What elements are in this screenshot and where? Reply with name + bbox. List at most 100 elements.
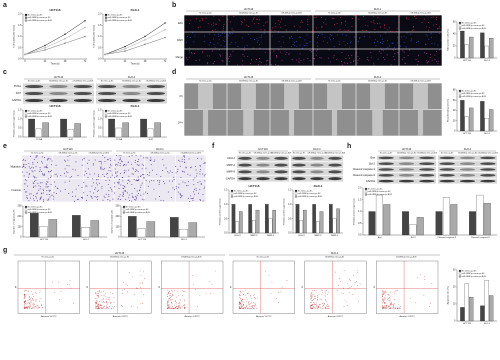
event-dot — [99, 292, 101, 294]
event-dot — [39, 291, 41, 293]
cell-dot — [135, 196, 137, 198]
cell-dot — [199, 165, 201, 167]
legend-label: miR-6838-5p mimic+pc-BLM — [28, 116, 52, 118]
event-dot — [385, 307, 386, 309]
event-dot — [251, 307, 253, 308]
blot-band — [419, 162, 435, 165]
cell-dot — [132, 168, 134, 170]
event-dot — [335, 271, 337, 273]
cell-dot — [431, 59, 433, 61]
event-dot — [313, 293, 314, 295]
legend-swatch — [230, 195, 234, 198]
blot-strip — [377, 172, 436, 178]
cell-dot — [329, 33, 331, 35]
point — [44, 47, 46, 49]
micrograph — [83, 155, 114, 179]
cell-dot — [202, 200, 204, 202]
cell-dot — [227, 18, 229, 20]
cell-dot — [118, 155, 120, 157]
cell-dot — [137, 171, 139, 173]
cell-dot — [47, 167, 49, 169]
blot-band — [73, 98, 92, 103]
event-dot — [23, 298, 25, 300]
cell-dot — [427, 21, 429, 23]
cell-dot — [307, 15, 309, 17]
cell-dot — [200, 158, 202, 160]
event-dot — [384, 302, 386, 303]
cell-dot — [162, 169, 164, 171]
blot-band — [310, 163, 324, 167]
cell-dot — [158, 183, 160, 185]
event-dot — [382, 294, 384, 295]
cell-dot — [263, 32, 265, 34]
event-dot — [350, 280, 351, 281]
cell-dot — [199, 173, 201, 175]
y-axis-label: Relative protein expression — [353, 198, 356, 225]
cell-dot — [314, 17, 316, 18]
event-dot — [314, 297, 316, 299]
event-dot — [239, 302, 240, 304]
cell-dot — [139, 186, 141, 188]
cell-dot — [164, 183, 166, 185]
cell-dot — [93, 182, 95, 184]
cell-dot — [406, 18, 408, 20]
cell-dot — [269, 29, 271, 31]
cell-dot — [276, 55, 278, 57]
cell-dot — [65, 160, 67, 162]
blot-strip — [377, 167, 436, 172]
cell-dot — [202, 173, 204, 175]
cell-dot — [110, 170, 112, 172]
event-dot — [320, 299, 322, 300]
condition-header: miR-6838-5p mimic+pc-NC — [49, 80, 69, 82]
cell-dot — [86, 194, 88, 196]
event-dot — [245, 301, 247, 303]
cell-dot — [359, 36, 361, 38]
condition-header: miR-6838-5p mimic+pc-NC — [368, 12, 388, 14]
cell-dot — [192, 179, 194, 181]
y-axis-label: Relative protein expression — [219, 198, 222, 225]
event-dot — [171, 296, 172, 297]
cell-dot — [110, 159, 112, 161]
legend-label: miR-6838-5p mimic+pc-NC — [234, 193, 257, 195]
cell-dot — [397, 21, 399, 23]
cell-dot — [212, 63, 214, 64]
event-dot — [339, 278, 340, 279]
cell-dot — [196, 18, 198, 20]
cell-dot — [203, 163, 205, 165]
cell-dot — [114, 192, 116, 194]
legend-label: NC mimic+pc-NC — [108, 110, 123, 112]
cell-dot — [214, 34, 216, 36]
cell-dot — [134, 199, 136, 201]
cell-dot — [258, 64, 260, 66]
event-dot — [310, 297, 312, 299]
cell-dot — [82, 197, 84, 199]
event-dot — [24, 294, 26, 296]
event-dot — [100, 291, 102, 293]
cell-dot — [66, 164, 68, 166]
chart-title: HCT116 — [248, 184, 259, 188]
cell-dot — [246, 24, 248, 26]
event-dot — [176, 308, 178, 309]
cell-dot — [99, 160, 101, 162]
cell-dot — [281, 18, 283, 20]
cell-dot — [257, 41, 258, 43]
event-dot — [127, 291, 128, 293]
cell-dot — [190, 198, 192, 200]
condition-header: miR-6838-5p mimic+pc-BLM — [271, 152, 292, 154]
image-row-label: 24 h — [178, 120, 184, 124]
bar — [402, 211, 409, 236]
cell-dot — [314, 58, 316, 60]
event-dot — [102, 302, 104, 303]
cell-dot — [28, 163, 30, 165]
blot-band — [459, 162, 476, 165]
cell-dot — [85, 170, 87, 172]
event-dot — [420, 274, 422, 276]
cell-dot — [114, 168, 116, 170]
blot-band — [238, 177, 252, 181]
cell-dot — [192, 32, 194, 34]
event-dot — [387, 298, 388, 300]
event-dot — [243, 305, 244, 306]
bar — [28, 118, 35, 138]
micrograph — [270, 49, 313, 66]
micrograph — [52, 155, 84, 179]
